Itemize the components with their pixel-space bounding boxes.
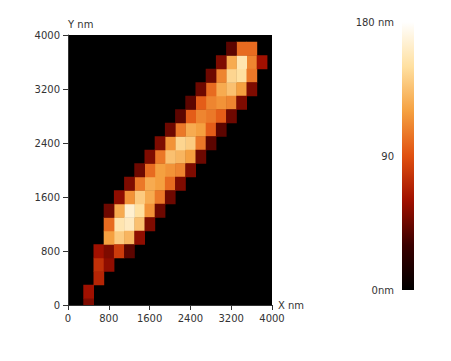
svg-text:2400: 2400: [178, 313, 203, 324]
svg-text:0nm: 0nm: [372, 285, 394, 296]
svg-text:0: 0: [54, 300, 60, 311]
svg-text:1600: 1600: [35, 192, 60, 203]
svg-text:0: 0: [65, 313, 71, 324]
svg-text:180 nm: 180 nm: [356, 17, 394, 28]
svg-text:Y nm: Y nm: [67, 19, 93, 30]
svg-text:800: 800: [41, 246, 60, 257]
svg-text:800: 800: [99, 313, 118, 324]
svg-text:4000: 4000: [35, 30, 60, 41]
svg-text:90: 90: [381, 151, 394, 162]
svg-text:3200: 3200: [218, 313, 243, 324]
svg-text:3200: 3200: [35, 84, 60, 95]
svg-text:X nm: X nm: [278, 300, 304, 311]
svg-text:4000: 4000: [259, 313, 284, 324]
svg-text:1600: 1600: [137, 313, 162, 324]
svg-text:2400: 2400: [35, 138, 60, 149]
